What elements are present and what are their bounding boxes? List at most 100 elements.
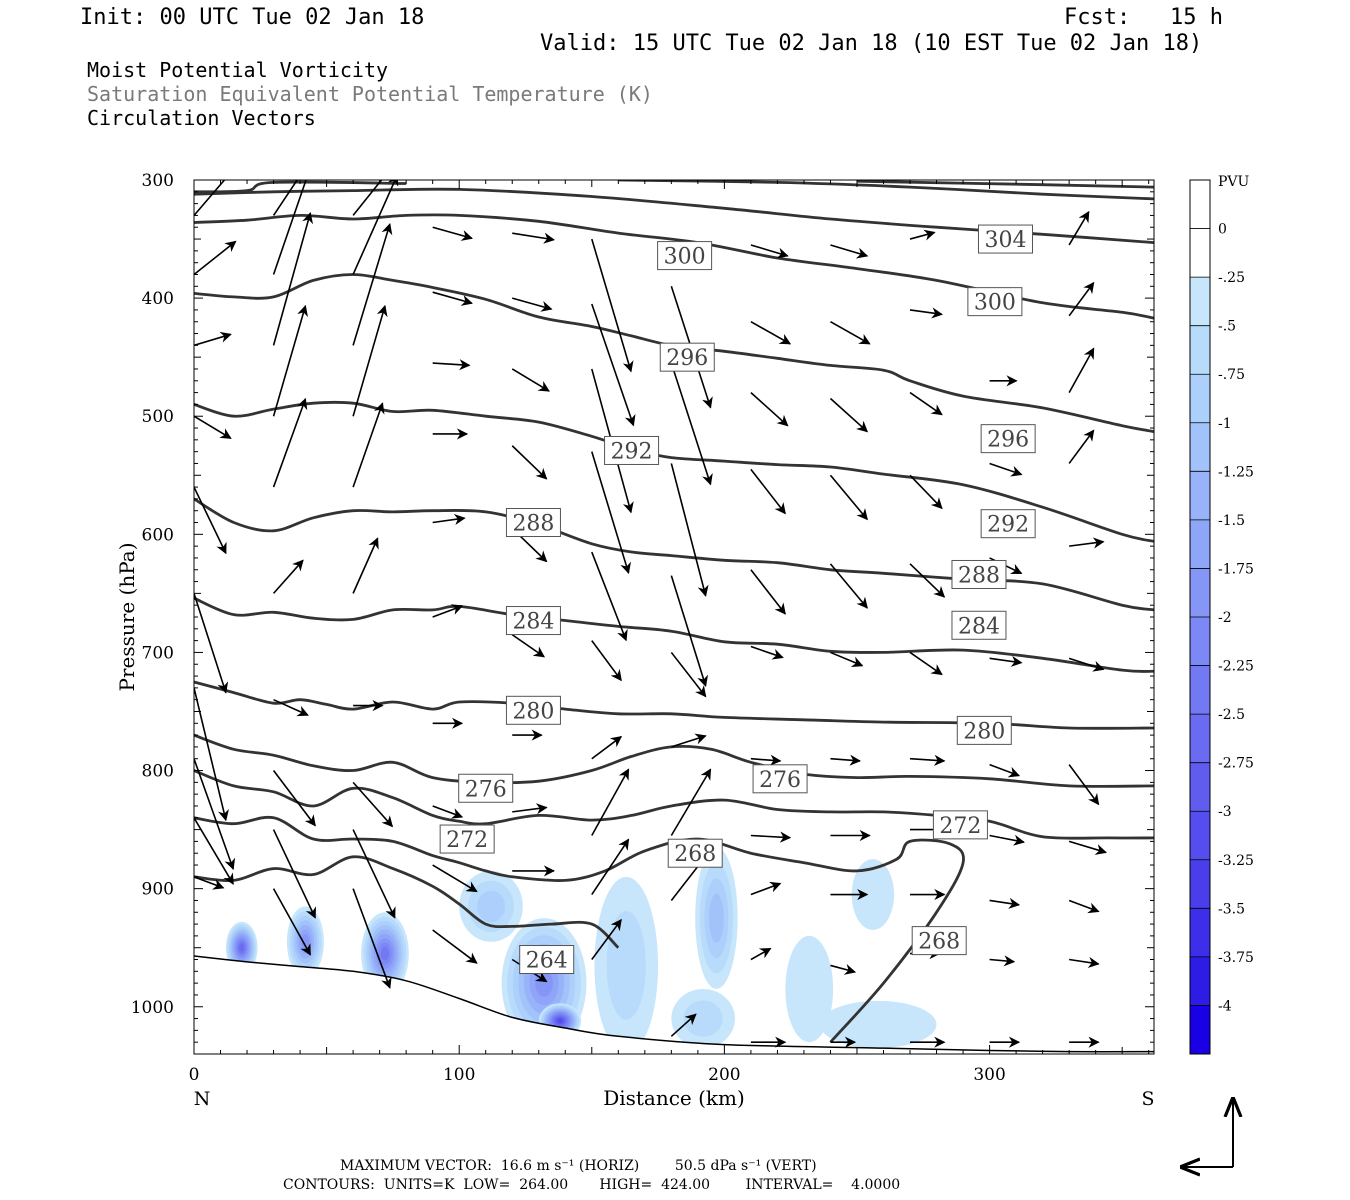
circulation-vector — [670, 575, 709, 687]
colorbar-tick-label: -2 — [1218, 610, 1232, 626]
contour-label-292: 292 — [604, 435, 660, 465]
circulation-vector — [909, 229, 936, 241]
circulation-vector — [511, 445, 548, 480]
x-tick-label: 100 — [443, 1065, 475, 1085]
circulation-vector — [352, 402, 385, 488]
circulation-vector — [1068, 281, 1095, 317]
colorbar-swatch — [1190, 811, 1210, 861]
circulation-vector — [909, 307, 943, 319]
contour-label-text: 276 — [759, 768, 801, 793]
circulation-vector — [1068, 429, 1095, 464]
circulation-vector — [511, 634, 546, 658]
colorbar-swatch — [1190, 471, 1210, 521]
isentrope-276 — [194, 733, 1154, 788]
isentrope-264 — [194, 855, 620, 949]
circulation-vector — [591, 768, 630, 836]
below-ground-mask — [194, 956, 1154, 1054]
colorbar-tick-label: 0 — [1218, 222, 1227, 238]
contour-label-box — [911, 926, 967, 956]
colorbar-swatch — [1190, 277, 1210, 327]
circulation-vector — [432, 929, 478, 964]
circulation-vector — [352, 180, 399, 275]
circulation-vector — [512, 297, 553, 312]
contour-label-276: 276 — [752, 764, 808, 794]
circulation-vector — [272, 180, 299, 216]
colorbar-swatch — [1190, 374, 1210, 424]
circulation-vector — [671, 733, 707, 748]
contour-label-box — [657, 241, 713, 271]
circulation-vector — [1068, 764, 1100, 806]
circulation-vector — [591, 551, 628, 642]
circulation-vector — [272, 397, 308, 488]
contour-label-text: 288 — [512, 512, 554, 537]
colorbar-tick-label: -1 — [1218, 416, 1232, 432]
x-tick-label: 0 — [189, 1065, 200, 1085]
circulation-vector — [352, 829, 396, 919]
circulation-vector — [750, 645, 784, 660]
contour-label-text: 296 — [987, 428, 1029, 453]
circulation-vector — [194, 240, 237, 276]
colorbar-tick-label: -2.75 — [1218, 756, 1254, 772]
pv-shade-level — [819, 1000, 937, 1049]
pv-anomaly-12 — [851, 859, 895, 930]
circulation-vector — [1069, 956, 1100, 968]
init-time: Init: 00 UTC Tue 02 Jan 18 — [80, 5, 425, 30]
contour-label-box — [505, 508, 561, 538]
circulation-vector — [591, 238, 634, 373]
colorbar-tick-label: -.75 — [1218, 367, 1245, 383]
circulation-vector — [670, 1013, 697, 1037]
isentrope-284 — [194, 596, 1154, 673]
colorbar-tick-label: -1.75 — [1218, 561, 1254, 577]
pv-anomaly-10 — [785, 935, 834, 1043]
circulation-vector — [591, 451, 631, 574]
colorbar-swatch — [1190, 228, 1210, 278]
circulation-vector — [194, 486, 227, 555]
colorbar-tick-label: -3.75 — [1218, 950, 1254, 966]
field-title-mpv: Moist Potential Vorticity — [87, 58, 389, 82]
contour-label-text: 272 — [446, 828, 488, 853]
circulation-vector — [909, 754, 946, 766]
circulation-vector — [352, 781, 394, 828]
contour-label-268: 268 — [667, 838, 723, 868]
isentrope-308 — [194, 180, 407, 194]
contour-label-272: 272 — [932, 810, 988, 840]
circulation-vector — [272, 829, 316, 919]
circulation-vector — [512, 232, 555, 244]
circulation-vector — [1068, 840, 1107, 855]
circulation-vector — [829, 474, 868, 521]
contour-labels: 264 268 268 272 272 276 276 280 280 284 284 288 288 2… — [439, 224, 1036, 975]
circulation-vector — [989, 462, 1023, 477]
colorbar-tick-label: -3.5 — [1218, 901, 1245, 917]
circulation-vector — [272, 304, 308, 417]
circulation-vector — [432, 513, 466, 526]
contour-label-box — [439, 824, 495, 854]
contour-label-296: 296 — [980, 424, 1036, 454]
circulation-vector — [750, 321, 792, 345]
circulation-vector — [750, 881, 782, 896]
contour-label-text: 272 — [939, 814, 981, 839]
pv-anomaly-9 — [671, 989, 735, 1049]
contour-label-300: 300 — [967, 287, 1023, 317]
colorbar-swatch — [1190, 908, 1210, 958]
circulation-vector — [194, 415, 232, 439]
contour-label-text: 292 — [611, 439, 653, 464]
contour-label-280: 280 — [956, 715, 1012, 745]
y-tick-label: 1000 — [131, 998, 174, 1018]
colorbar-swatch — [1190, 956, 1210, 1006]
contour-label-box — [980, 424, 1036, 454]
circulation-vectors — [194, 180, 1107, 1048]
circulation-vector — [591, 918, 622, 960]
circulation-vector — [591, 838, 630, 895]
colorbar-tick-label: -1.5 — [1218, 513, 1245, 529]
circulation-vector — [352, 180, 383, 216]
x-tick-label: 300 — [973, 1065, 1005, 1085]
circulation-vector — [750, 947, 772, 961]
circulation-vector — [432, 226, 473, 241]
circulation-vector — [1069, 537, 1105, 549]
circulation-vector — [830, 651, 864, 667]
circulation-vector — [670, 651, 707, 698]
contour-label-box — [977, 224, 1033, 254]
circulation-vector — [432, 359, 471, 371]
contour-label-box — [659, 342, 715, 372]
contour-label-text: 300 — [664, 245, 706, 270]
